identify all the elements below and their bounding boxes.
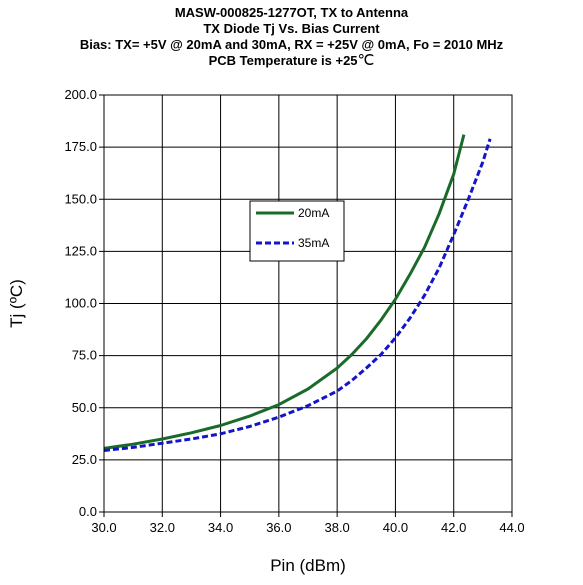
x-axis: 30.0 32.0 34.0 36.0 38.0 40.0 42.0 44.0 bbox=[91, 512, 525, 535]
x-tick-label: 40.0 bbox=[383, 520, 408, 535]
title-line-1: MASW-000825-1277OT, TX to Antenna bbox=[174, 5, 409, 20]
title-line-4-text: PCB Temperature is +25 bbox=[208, 53, 358, 68]
x-tick-label: 36.0 bbox=[266, 520, 291, 535]
title-line-4: PCB Temperature is +25℃ bbox=[0, 53, 583, 69]
title-degree-unit: ℃ bbox=[357, 52, 375, 69]
x-tick-label: 32.0 bbox=[150, 520, 175, 535]
y-tick-label: 200.0 bbox=[64, 87, 97, 102]
title-line-2: TX Diode Tj Vs. Bias Current bbox=[203, 21, 380, 36]
y-tick-label: 125.0 bbox=[64, 243, 97, 258]
y-tick-label: 0.0 bbox=[79, 504, 97, 519]
y-tick-label: 75.0 bbox=[72, 348, 97, 363]
y-tick-label: 150.0 bbox=[64, 191, 97, 206]
x-axis-label: Pin (dBm) bbox=[270, 556, 346, 575]
grid-lines bbox=[104, 95, 512, 512]
x-tick-label: 44.0 bbox=[499, 520, 524, 535]
y-tick-label: 175.0 bbox=[64, 139, 97, 154]
y-tick-label: 50.0 bbox=[72, 400, 97, 415]
x-tick-label: 34.0 bbox=[208, 520, 233, 535]
y-tick-label: 25.0 bbox=[72, 452, 97, 467]
x-tick-label: 30.0 bbox=[91, 520, 116, 535]
legend: 20mA 35mA bbox=[249, 200, 345, 262]
y-tick-label: 100.0 bbox=[64, 296, 97, 311]
series-line-20mA bbox=[103, 134, 466, 450]
title-line-3: Bias: TX= +5V @ 20mA and 30mA, RX = +25V… bbox=[79, 37, 504, 52]
x-tick-label: 42.0 bbox=[441, 520, 466, 535]
legend-label-35mA: 35mA bbox=[298, 236, 329, 250]
x-tick-label: 38.0 bbox=[324, 520, 349, 535]
chart-title: MASW-000825-1277OT, TX to Antenna TX Dio… bbox=[0, 5, 583, 69]
legend-box bbox=[249, 200, 345, 262]
series-layer bbox=[103, 134, 492, 452]
legend-label-20mA: 20mA bbox=[298, 206, 329, 220]
y-axis-label: Tj (ºC) bbox=[7, 279, 26, 328]
series-line-35mA bbox=[103, 138, 492, 452]
y-axis: 0.0 25.0 50.0 75.0 100.0 125.0 150.0 175.0 200.0 bbox=[64, 87, 104, 519]
